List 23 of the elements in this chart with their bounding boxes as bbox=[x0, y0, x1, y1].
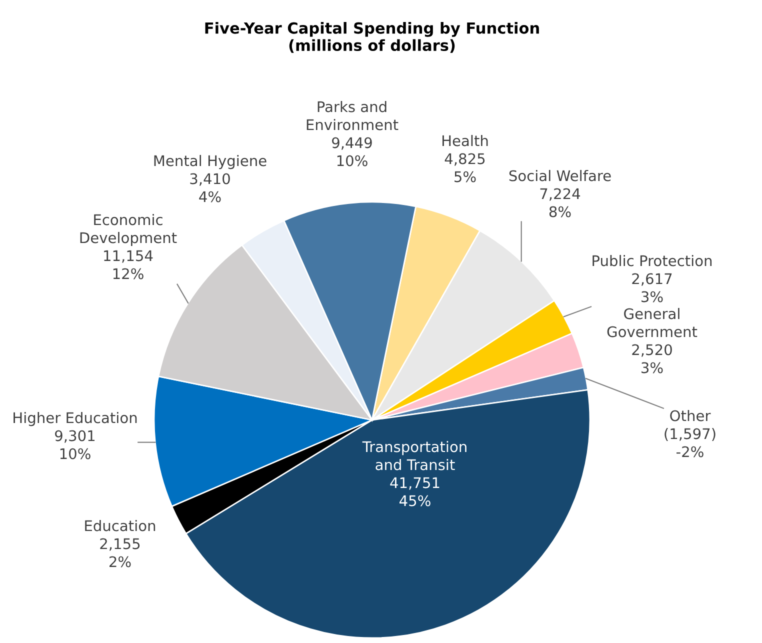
data-label: (1,597) -2% bbox=[664, 428, 716, 458]
data-label: 9,301 10% bbox=[55, 430, 95, 460]
slice-label: Education bbox=[85, 520, 156, 532]
slice-label: Other bbox=[670, 410, 711, 422]
slice-label: Higher Education bbox=[14, 412, 137, 426]
slice-label: Mental Hygiene bbox=[154, 154, 266, 170]
slice-label: Transportation and Transit bbox=[362, 440, 466, 470]
data-label: 11,154 12% bbox=[104, 250, 153, 280]
data-label: 2,520 3% bbox=[632, 344, 672, 374]
slice-label: Social Welfare bbox=[509, 170, 611, 182]
data-label: 2,155 2% bbox=[100, 538, 140, 568]
slice-label: Parks and Environment bbox=[306, 100, 398, 130]
data-label: 7,224 8% bbox=[540, 188, 580, 218]
data-label: 4,825 5% bbox=[444, 153, 485, 182]
chart-title: Five-Year Capital Spending by Function (millions of dollars) bbox=[205, 22, 539, 53]
data-label: 2,617 3% bbox=[632, 273, 672, 302]
slice-label: Health bbox=[442, 134, 488, 146]
slice-label: Public Protection bbox=[592, 254, 712, 266]
slice-label: General Government bbox=[607, 308, 698, 338]
data-label: 9,449 10% bbox=[332, 137, 372, 166]
data-label: 3,410 4% bbox=[190, 173, 230, 202]
slice-label: Economic Development bbox=[80, 214, 177, 246]
data-label: 41,751 45% bbox=[390, 477, 440, 506]
